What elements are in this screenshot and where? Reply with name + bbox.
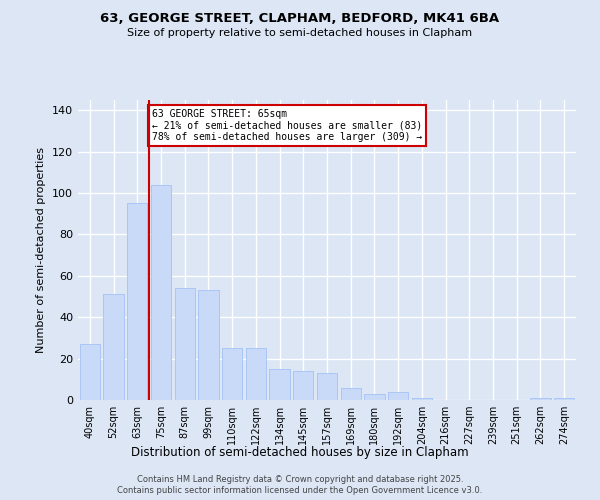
Bar <box>175 288 195 400</box>
Text: Distribution of semi-detached houses by size in Clapham: Distribution of semi-detached houses by … <box>131 446 469 459</box>
Bar <box>269 369 290 400</box>
Bar <box>246 348 266 400</box>
Bar <box>199 290 218 400</box>
Bar <box>364 394 385 400</box>
Bar <box>412 398 432 400</box>
Text: Size of property relative to semi-detached houses in Clapham: Size of property relative to semi-detach… <box>127 28 473 38</box>
Y-axis label: Number of semi-detached properties: Number of semi-detached properties <box>37 147 46 353</box>
Bar <box>103 294 124 400</box>
Bar <box>341 388 361 400</box>
Text: Contains HM Land Registry data © Crown copyright and database right 2025.: Contains HM Land Registry data © Crown c… <box>137 475 463 484</box>
Text: Contains public sector information licensed under the Open Government Licence v3: Contains public sector information licen… <box>118 486 482 495</box>
Bar <box>151 185 171 400</box>
Text: 63 GEORGE STREET: 65sqm
← 21% of semi-detached houses are smaller (83)
78% of se: 63 GEORGE STREET: 65sqm ← 21% of semi-de… <box>152 109 422 142</box>
Bar <box>530 398 551 400</box>
Text: 63, GEORGE STREET, CLAPHAM, BEDFORD, MK41 6BA: 63, GEORGE STREET, CLAPHAM, BEDFORD, MK4… <box>100 12 500 26</box>
Bar <box>554 398 574 400</box>
Bar <box>127 204 148 400</box>
Bar <box>317 373 337 400</box>
Bar <box>222 348 242 400</box>
Bar <box>293 371 313 400</box>
Bar <box>388 392 408 400</box>
Bar <box>80 344 100 400</box>
